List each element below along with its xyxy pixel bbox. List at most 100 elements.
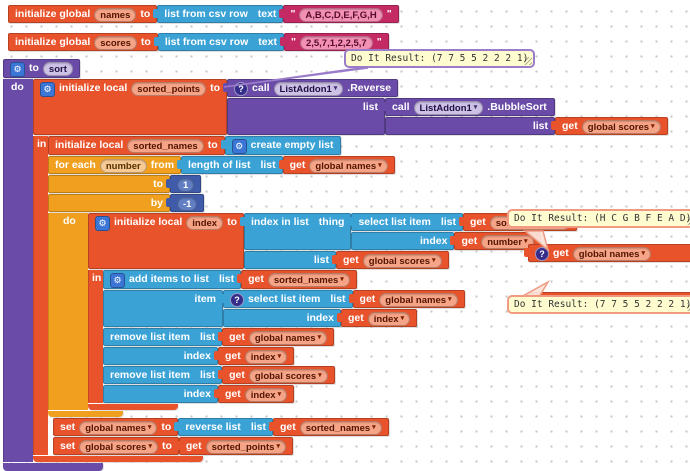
init-local-index-header[interactable]: ⚙ initialize local index to [88, 213, 245, 269]
block-get-sorted-names[interactable]: get sorted_names ▾ [237, 270, 357, 289]
init-local-sorted-points-header[interactable]: ⚙ initialize local sorted_points to [33, 79, 228, 135]
block-get-index[interactable]: get index ▾ [336, 309, 418, 327]
dropdown-global-scores[interactable]: global scores ▾ [581, 120, 661, 134]
field-var-sorted-points[interactable]: sorted_points [131, 82, 207, 96]
field-number-value[interactable]: 1 [177, 178, 195, 192]
block-text-csv-names[interactable]: " A,B,C,D,E,F,G,H " [279, 5, 399, 23]
gear-icon[interactable]: ⚙ [110, 273, 125, 288]
block-get-global-names[interactable]: get global names ▾ [348, 290, 465, 308]
dropdown-sorted-points[interactable]: sorted_points ▾ [205, 440, 286, 454]
dropdown-global-scores[interactable]: global scores ▾ [79, 440, 158, 454]
dropdown-sorted-names[interactable]: sorted_names ▾ [299, 421, 382, 435]
block-number-1[interactable]: 1 [165, 175, 202, 193]
dropdown-global-names[interactable]: global names ▾ [572, 247, 651, 261]
dropdown-value: global names [578, 248, 640, 260]
dropdown-number[interactable]: number ▾ [481, 235, 534, 249]
gear-icon[interactable]: ⚙ [231, 139, 247, 154]
select-item-header[interactable]: ? select list item list [219, 290, 353, 308]
dropdown-listaddon[interactable]: ListAddon1 ▾ [413, 101, 484, 115]
block-init-local-sorted-points[interactable]: ⚙ initialize local sorted_points to ? ca… [33, 79, 668, 462]
index-in-list-header[interactable]: index in list thing [239, 213, 352, 250]
dropdown-sorted-names[interactable]: sorted_names ▾ [267, 273, 350, 287]
field-var-sorted-names[interactable]: sorted_names [127, 139, 204, 153]
label-index: index [183, 388, 211, 400]
block-init-local-index[interactable]: ⚙ initialize local index to [88, 213, 578, 410]
dropdown-index[interactable]: index ▾ [244, 388, 288, 402]
block-set-global-names[interactable]: set global names ▾ to reverse list list [53, 418, 389, 436]
block-remove-list-item-scores[interactable]: remove list item list get [103, 366, 335, 403]
block-get-global-names[interactable]: get global names ▾ [278, 156, 395, 174]
block-number-neg1[interactable]: -1 [165, 194, 205, 212]
gear-icon[interactable]: ⚙ [40, 82, 55, 97]
init-global-scores-header[interactable]: initialize global scores to [8, 33, 158, 51]
block-add-items-to-list[interactable]: ⚙ add items to list list get [103, 270, 465, 327]
dropdown-global-names[interactable]: global names ▾ [379, 293, 458, 307]
block-length-of-list[interactable]: length of list list [177, 156, 283, 174]
procedure-sort-header[interactable]: ⚙ to sort [3, 59, 80, 78]
field-csv-scores[interactable]: 2,5,7,1,2,2,5,7 [299, 36, 373, 50]
block-get-index[interactable]: get index ▾ [213, 347, 295, 365]
block-get-sorted-points[interactable]: get sorted_points ▾ [174, 437, 293, 455]
set-global-names-header[interactable]: set global names ▾ to [53, 418, 179, 436]
field-var-names[interactable]: names [94, 8, 137, 22]
remove-item-header[interactable]: remove list item list [103, 328, 223, 346]
call-bubblesort-header[interactable]: call ListAddon1 ▾ .BubbleSort [381, 98, 556, 116]
field-procedure-name[interactable]: sort [42, 62, 73, 76]
block-create-empty-list[interactable]: ⚙ create empty list [220, 136, 341, 155]
block-set-global-scores[interactable]: set global scores ▾ to get sorted [53, 437, 293, 455]
block-list-from-csv-row[interactable]: list from csv row text [153, 5, 284, 23]
block-init-local-sorted-names[interactable]: initialize local sorted_names to ⚙ creat… [48, 136, 341, 155]
block-call-bubblesort[interactable]: call ListAddon1 ▾ .BubbleSort l [381, 98, 668, 135]
gear-icon[interactable]: ⚙ [10, 62, 25, 77]
add-items-header[interactable]: ⚙ add items to list list [103, 270, 242, 289]
block-get-global-names[interactable]: get global names ▾ [218, 328, 335, 346]
dropdown-listaddon[interactable]: ListAddon1 ▾ [273, 82, 344, 96]
select-item-header[interactable]: select list item list [347, 213, 463, 231]
comment-bubble-names-result[interactable]: Do It Result: (H C G B F E A D) [507, 209, 690, 228]
block-select-list-item-2[interactable]: ? select list item list get [219, 290, 465, 327]
comment-question-icon[interactable]: ? [234, 82, 249, 96]
for-each-header[interactable]: for each number from [48, 156, 182, 174]
dropdown-global-names[interactable]: global names ▾ [309, 159, 388, 173]
block-init-global-scores[interactable]: initialize global scores to list from cs… [8, 33, 389, 51]
block-get-global-names-floating[interactable]: ? get global names ▾ [524, 244, 690, 262]
block-init-global-names[interactable]: initialize global names to list from csv… [8, 5, 399, 23]
gear-icon[interactable]: ⚙ [95, 216, 110, 231]
dropdown-global-names[interactable]: global names ▾ [248, 331, 328, 345]
block-get-global-scores[interactable]: get global scores ▾ [332, 251, 449, 269]
block-reverse-list[interactable]: reverse list list [174, 418, 273, 436]
dropdown-global-scores[interactable]: global scores ▾ [248, 369, 328, 383]
block-remove-list-item-names[interactable]: remove list item list get [103, 328, 335, 365]
call-reverse-header[interactable]: ? call ListAddon1 ▾ .Reverse [223, 79, 399, 97]
comment-question-icon[interactable]: ? [230, 293, 244, 307]
field-number-value[interactable]: -1 [177, 197, 198, 211]
dropdown-global-scores[interactable]: global scores ▾ [362, 254, 442, 268]
dropdown-arrow-icon: ▾ [432, 257, 436, 264]
set-global-scores-header[interactable]: set global scores ▾ to [53, 437, 179, 455]
block-procedure-sort[interactable]: ⚙ to sort do ⚙ initialize local sorted_p… [3, 59, 668, 471]
block-for-each[interactable]: for each number from length of list list [48, 156, 578, 417]
comment-bubble-scores-result[interactable]: Do It Result: (7 7 5 5 2 2 2 1) [507, 295, 690, 314]
field-var-number[interactable]: number [99, 159, 147, 173]
block-get-number[interactable]: get number ▾ [450, 232, 541, 250]
remove-item-header[interactable]: remove list item list [103, 366, 223, 384]
dropdown-value: ListAddon1 [419, 102, 472, 114]
dropdown-index[interactable]: index ▾ [367, 312, 411, 326]
comment-bubble-reverse-result[interactable]: Do It Result: (7 7 5 5 2 2 2 1) [344, 49, 536, 68]
field-var-scores[interactable]: scores [94, 36, 137, 50]
block-get-global-scores[interactable]: get global scores ▾ [218, 366, 335, 384]
block-get-index[interactable]: get index ▾ [213, 385, 295, 403]
init-local-sorted-names-header[interactable]: initialize local sorted_names to [48, 136, 225, 155]
block-get-sorted-names[interactable]: get sorted_names ▾ [268, 418, 389, 436]
block-get-global-scores[interactable]: get global scores ▾ [551, 117, 668, 135]
dropdown-index[interactable]: index ▾ [244, 350, 288, 364]
dropdown-global-names[interactable]: global names ▾ [79, 421, 158, 435]
block-call-reverse[interactable]: ? call ListAddon1 ▾ .Reverse list [223, 79, 668, 135]
comment-question-icon[interactable]: ? [535, 247, 549, 261]
quote-mark: " [386, 8, 392, 20]
field-csv-names[interactable]: A,B,C,D,E,F,G,H [299, 8, 383, 22]
block-text-csv-scores[interactable]: " 2,5,7,1,2,2,5,7 " [279, 33, 389, 51]
init-global-names-header[interactable]: initialize global names to [8, 5, 158, 23]
field-var-index[interactable]: index [186, 216, 224, 230]
block-list-from-csv-row[interactable]: list from csv row text [153, 33, 284, 51]
